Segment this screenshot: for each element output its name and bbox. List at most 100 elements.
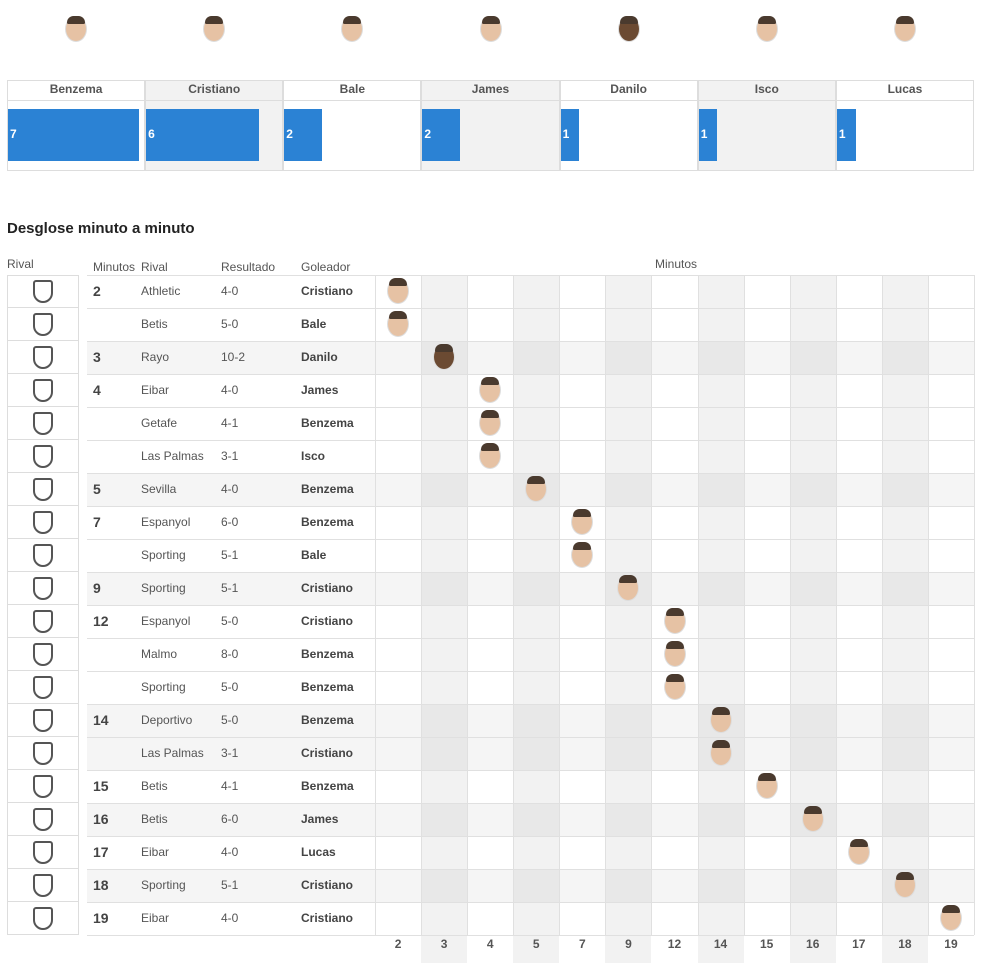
- minute: 17: [93, 844, 109, 860]
- hair: [67, 16, 86, 24]
- goal-label: 7: [10, 127, 17, 141]
- goal-label: 2: [424, 127, 432, 141]
- scorer: Bale: [301, 317, 327, 331]
- scorer: Cristiano: [301, 878, 354, 892]
- row-rule: [87, 836, 974, 837]
- crest-cell: [7, 770, 79, 803]
- player-name: Cristiano: [188, 82, 241, 96]
- goal-label: 2: [286, 127, 293, 141]
- player-name: Bale: [339, 82, 366, 96]
- group-band: [87, 605, 974, 704]
- result: 6-0: [221, 812, 239, 826]
- hair: [711, 740, 730, 748]
- result: 8-0: [221, 647, 239, 661]
- column-line: [974, 275, 975, 935]
- result: 4-0: [221, 911, 239, 925]
- result: 5-1: [221, 581, 239, 595]
- scorer: Danilo: [301, 350, 338, 364]
- minute-axis-label: 14: [713, 937, 728, 951]
- hair: [481, 16, 500, 24]
- column-stripe: [789, 275, 836, 963]
- row-rule: [87, 341, 974, 342]
- goal-bar: [560, 109, 580, 161]
- crest: [33, 874, 53, 897]
- rival: Athletic: [141, 284, 181, 298]
- hair: [665, 641, 684, 649]
- goal-label: 1: [562, 127, 570, 141]
- crest: [33, 610, 53, 633]
- header-rule: [283, 100, 422, 101]
- scorer: Benzema: [301, 647, 354, 661]
- scorer: Benzema: [301, 416, 354, 430]
- row-rule: [87, 539, 974, 540]
- column-stripe: [421, 275, 468, 963]
- crest-cell: [7, 440, 79, 473]
- scorer: Cristiano: [301, 911, 354, 925]
- row-rule: [87, 704, 974, 705]
- rival: Rayo: [141, 350, 170, 364]
- row-rule: [87, 407, 974, 408]
- hair: [941, 905, 960, 913]
- crest-cell: [7, 803, 79, 836]
- header-rule: [421, 100, 560, 101]
- crest-cell: [7, 275, 79, 308]
- scorer: Benzema: [301, 482, 354, 496]
- crest-cell: [7, 737, 79, 770]
- row-rule: [87, 902, 974, 903]
- row-rule: [87, 374, 974, 375]
- scorer: James: [301, 383, 339, 397]
- group-band: [87, 770, 974, 803]
- result: 3-1: [221, 746, 239, 760]
- rival: Espanyol: [141, 614, 191, 628]
- result: 4-0: [221, 845, 239, 859]
- crest-cell: [7, 902, 79, 935]
- row-rule: [87, 638, 974, 639]
- minute: 2: [93, 283, 101, 299]
- minute-axis-label: 2: [394, 937, 402, 951]
- crest: [33, 445, 53, 468]
- hair: [527, 476, 546, 484]
- hair: [389, 278, 408, 286]
- column: [697, 80, 836, 171]
- minute: 12: [93, 613, 109, 629]
- minute: 14: [93, 712, 109, 728]
- scorer: Cristiano: [301, 581, 354, 595]
- crest-cell: [7, 572, 79, 605]
- row-rule: [87, 506, 974, 507]
- row-rule: [87, 572, 974, 573]
- crest-cell: [7, 638, 79, 671]
- hair: [573, 542, 592, 550]
- rival: Las Palmas: [141, 449, 204, 463]
- row-rule: [87, 308, 974, 309]
- minute: 3: [93, 349, 101, 365]
- column: [835, 80, 974, 171]
- crest: [33, 907, 53, 930]
- hair: [665, 674, 684, 682]
- header-rule: [145, 100, 284, 101]
- crest: [33, 313, 53, 336]
- column-header: Goleador: [301, 260, 351, 274]
- row-rule: [87, 935, 974, 936]
- hair: [711, 707, 730, 715]
- row-rule: [87, 440, 974, 441]
- header-rule: [559, 100, 698, 101]
- result: 5-0: [221, 614, 239, 628]
- goal-bar: [836, 109, 856, 161]
- hair: [205, 16, 224, 24]
- result: 4-1: [221, 416, 239, 430]
- row-rule: [87, 737, 974, 738]
- result: 5-1: [221, 878, 239, 892]
- crest: [33, 544, 53, 567]
- rival: Betis: [141, 779, 168, 793]
- column-stripe: [513, 275, 560, 963]
- row-rule: [87, 473, 974, 474]
- scorer: James: [301, 812, 339, 826]
- scorer: Benzema: [301, 680, 354, 694]
- result: 5-0: [221, 713, 239, 727]
- rival: Eibar: [141, 911, 170, 925]
- hair: [757, 773, 776, 781]
- rival: Getafe: [141, 416, 178, 430]
- group-band: [87, 572, 974, 605]
- crest: [33, 412, 53, 435]
